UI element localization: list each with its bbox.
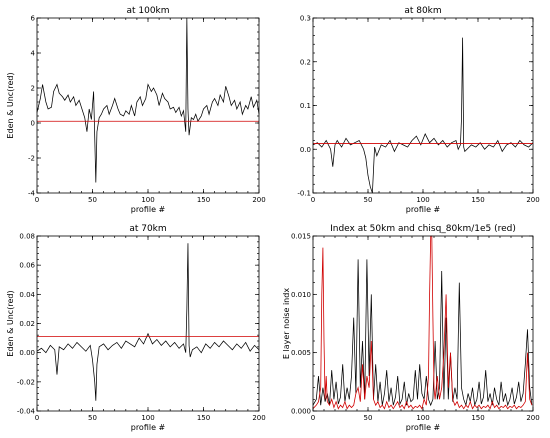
x-tick-label: 200: [252, 196, 265, 204]
x-tick-label: 150: [471, 196, 484, 204]
x-tick-label: 50: [88, 196, 97, 204]
chart-title: at 80km: [404, 6, 441, 16]
y-tick-label: 0.04: [19, 291, 35, 299]
series-line-1: [36, 17, 260, 183]
x-tick-label: 50: [364, 414, 373, 422]
y-tick-label: -0.1: [297, 190, 311, 198]
x-tick-label: 100: [141, 414, 154, 422]
y-tick-label: 0.00: [19, 349, 35, 357]
x-tick-label: 100: [416, 414, 429, 422]
y-tick-label: 0.02: [19, 320, 35, 328]
y-tick-label: 0: [31, 120, 35, 128]
y-axis-label: Eden & Unc(red): [6, 72, 15, 138]
plot-frame: [312, 235, 534, 412]
y-tick-label: 0.08: [19, 233, 35, 241]
y-tick-label: -0.04: [17, 408, 36, 416]
x-tick-label: 200: [252, 414, 265, 422]
y-tick-label: 0.3: [300, 15, 311, 23]
x-axis-label: profile #: [406, 423, 441, 432]
x-tick-label: 150: [197, 196, 210, 204]
chart-panel-1: 0 50 100 150 200 -4 -2 0 2 4 6 at 100km profile # Ede…: [6, 6, 266, 214]
y-tick-label: 0.010: [291, 291, 311, 299]
y-tick-label: 0.015: [291, 233, 311, 241]
x-tick-label: 0: [311, 196, 315, 204]
chart-panel-2: 0 50 100 150 200 -0.1 0.0 0.1 0.2 0.3 at 80km profi…: [297, 6, 539, 214]
series-line-2: [312, 235, 533, 410]
plot-frame: [36, 235, 260, 412]
y-tick-label: 0.000: [291, 408, 311, 416]
y-tick-label: -2: [28, 155, 35, 163]
x-tick-label: 150: [197, 414, 210, 422]
chart-title: Index at 50km and chisq_80km/1e5 (red): [330, 224, 516, 234]
chart-title: at 70km: [129, 224, 166, 234]
x-tick-label: 0: [311, 414, 315, 422]
y-tick-label: -4: [28, 190, 36, 198]
x-tick-label: 0: [35, 196, 39, 204]
y-axis-label: E layer noise indx: [282, 288, 291, 359]
y-tick-label: 2: [31, 85, 35, 93]
x-axis-label: profile #: [131, 205, 166, 214]
y-tick-label: -0.02: [17, 378, 35, 386]
chart-panel-3: 0 50 100 150 200 -0.04 -0.02 0.00 0.02 0.04 0.06 0.…: [6, 224, 266, 432]
x-tick-label: 100: [416, 196, 429, 204]
y-tick-label: 0.2: [300, 58, 311, 66]
y-tick-label: 6: [31, 15, 36, 23]
plot-frame: [312, 17, 534, 194]
y-axis-label: Eden & Unc(red): [6, 290, 15, 356]
x-tick-label: 200: [526, 196, 539, 204]
x-tick-label: 100: [141, 196, 154, 204]
y-tick-label: 0.005: [291, 349, 311, 357]
x-tick-label: 50: [364, 196, 373, 204]
series-line-1: [312, 259, 533, 407]
y-tick-label: 0.1: [300, 102, 311, 110]
x-tick-label: 50: [88, 414, 97, 422]
x-tick-label: 0: [35, 414, 39, 422]
series-line-1: [36, 243, 260, 401]
chart-title: at 100km: [126, 6, 169, 16]
y-tick-label: 4: [31, 50, 36, 58]
x-tick-label: 200: [526, 414, 539, 422]
x-axis-label: profile #: [406, 205, 441, 214]
x-tick-label: 150: [471, 414, 484, 422]
chart-panel-4: 0 50 100 150 200 0.000 0.005 0.010 0.015 Index at…: [282, 224, 540, 432]
series-line-1: [312, 37, 534, 194]
y-tick-label: 0.06: [19, 262, 35, 270]
y-tick-label: 0.0: [300, 146, 311, 154]
plot-frame: [36, 17, 260, 194]
x-axis-label: profile #: [131, 423, 166, 432]
